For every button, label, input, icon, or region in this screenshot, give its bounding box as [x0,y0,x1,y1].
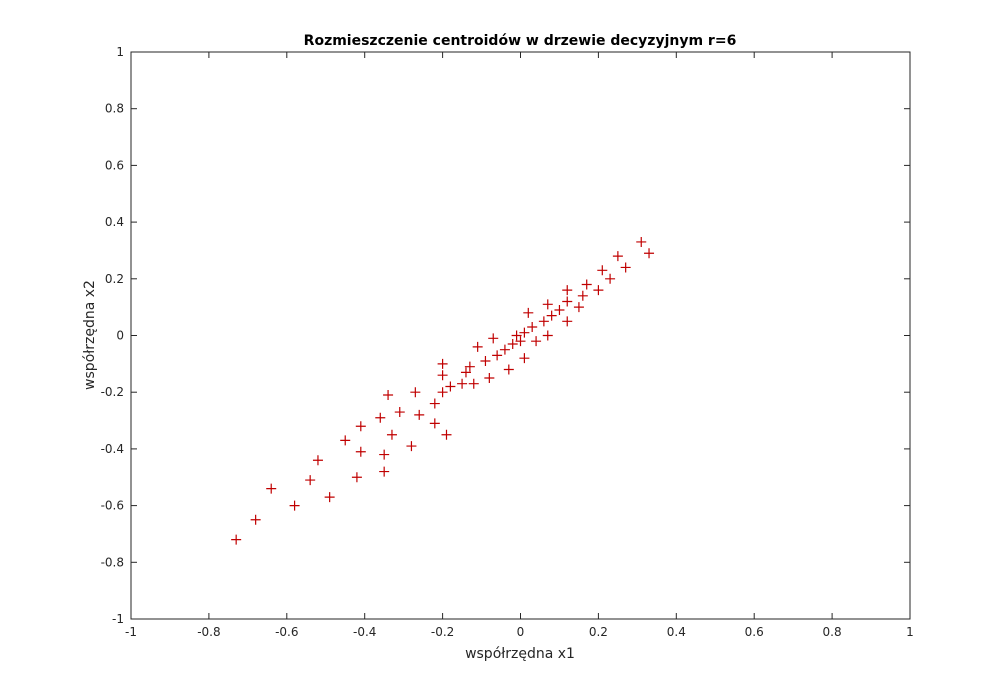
y-tick-label: 0 [116,329,124,343]
y-tick-label: -0.4 [101,442,124,456]
data-point [636,236,647,247]
data-point [379,449,390,460]
data-point [577,290,588,301]
data-point [492,350,503,361]
y-tick-label: 1 [116,45,124,59]
data-point [250,514,261,525]
x-tick-label: -0.2 [431,625,454,639]
data-point [305,475,316,486]
data-point [546,310,557,321]
data-point [429,418,440,429]
data-point [488,333,499,344]
data-point [383,390,394,401]
data-point [312,455,323,466]
x-tick-label: 0 [517,625,525,639]
data-point [266,483,277,494]
data-point [375,412,386,423]
data-point [437,387,448,398]
data-point [437,370,448,381]
data-point [562,285,573,296]
data-point [441,429,452,440]
data-point [379,466,390,477]
data-point [480,356,491,367]
data-point [527,321,538,332]
data-point [612,251,623,262]
data-point [573,302,584,313]
chart-title: Rozmieszczenie centroidów w drzewie decy… [304,33,737,49]
data-point [499,344,510,355]
y-tick-label: -0.6 [101,499,124,513]
y-tick-label: -0.8 [101,555,124,569]
data-point [554,304,565,315]
x-axis: -1 -0.8 -0.6 -0.4 -0.2 0 0.2 0.4 0.6 0.8 1 [125,52,914,639]
x-tick-label: -0.6 [275,625,298,639]
data-point [464,361,475,372]
data-point [460,367,471,378]
data-point [515,336,526,347]
data-point [605,273,616,284]
data-series [231,236,655,545]
data-point [620,262,631,273]
data-point [468,378,479,389]
x-tick-label: 0.4 [667,625,686,639]
data-point [289,500,300,511]
data-point [355,421,366,432]
data-point [457,378,468,389]
data-point [472,341,483,352]
x-tick-label: 0.2 [589,625,608,639]
data-point [562,316,573,327]
data-point [231,534,242,545]
data-point [406,441,417,452]
x-tick-label: -0.8 [197,625,220,639]
data-point [519,327,530,338]
y-tick-label: 0.8 [105,102,124,116]
x-axis-label: współrzędna x1 [465,646,575,662]
x-tick-label: -1 [125,625,137,639]
y-axis-label: współrzędna x2 [82,280,98,390]
data-point [562,296,573,307]
data-point [410,387,421,398]
data-point [351,472,362,483]
x-tick-label: 0.8 [823,625,842,639]
x-tick-label: 0.6 [745,625,764,639]
data-point [394,407,405,418]
data-point [503,364,514,375]
data-point [507,339,518,350]
y-tick-label: -0.2 [101,385,124,399]
data-point [355,446,366,457]
data-point [644,248,655,259]
y-tick-label: 0.2 [105,272,124,286]
y-tick-label: 0.4 [105,215,124,229]
data-point [437,358,448,369]
y-tick-label: -1 [112,612,124,626]
data-point [484,373,495,384]
x-tick-label: -0.4 [353,625,376,639]
data-point [538,316,549,327]
data-point [531,336,542,347]
data-point [581,279,592,290]
y-axis: -1 -0.8 -0.6 -0.4 -0.2 0 0.2 0.4 0.6 0.8 1 [101,45,910,626]
data-point [542,299,553,310]
data-point [340,435,351,446]
data-point [523,307,534,318]
data-point [511,330,522,341]
data-point [386,429,397,440]
data-point [429,398,440,409]
data-point [414,409,425,420]
x-tick-label: 1 [906,625,914,639]
data-point [445,381,456,392]
data-point [542,330,553,341]
data-point [597,265,608,276]
data-point [593,285,604,296]
data-point [519,353,530,364]
y-tick-label: 0.6 [105,158,124,172]
data-point [324,492,335,503]
